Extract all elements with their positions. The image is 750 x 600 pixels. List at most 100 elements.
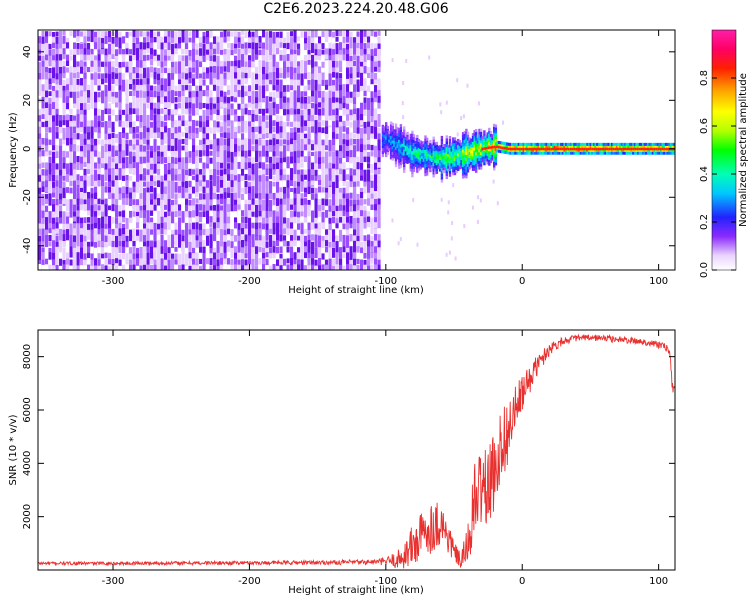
heatmap-cell xyxy=(129,247,133,257)
heatmap-cell xyxy=(62,150,66,160)
heatmap-cell xyxy=(325,54,329,60)
heatmap-cell xyxy=(283,174,287,186)
heatmap-cell xyxy=(279,145,283,154)
heatmap-cell xyxy=(318,240,322,250)
heatmap-cell xyxy=(111,43,115,52)
heatmap-cell xyxy=(111,162,115,171)
heatmap-cell xyxy=(129,42,133,55)
heatmap-cell xyxy=(174,109,178,119)
heatmap-cell xyxy=(48,252,52,264)
heatmap-cell xyxy=(115,199,119,204)
heatmap-cell xyxy=(279,187,283,193)
heatmap-cell xyxy=(101,186,105,196)
signal-cell xyxy=(414,137,417,141)
signal-cell xyxy=(409,159,412,163)
heatmap-cell xyxy=(300,103,304,109)
heatmap-cell xyxy=(230,235,234,246)
signal-cell xyxy=(381,130,385,134)
heatmap-cell xyxy=(311,96,315,103)
signal-cell xyxy=(553,145,556,149)
heatmap-cell xyxy=(276,169,280,181)
heatmap-cell xyxy=(342,175,346,183)
signal-cell xyxy=(409,165,412,169)
heatmap-cell xyxy=(129,187,133,194)
heatmap-cell xyxy=(307,49,311,58)
heatmap-cell xyxy=(52,55,56,63)
heatmap-cell xyxy=(251,139,255,145)
heatmap-cell xyxy=(244,150,248,161)
heatmap-cell xyxy=(48,198,52,206)
signal-cell xyxy=(563,145,566,149)
signal-cell xyxy=(417,147,421,151)
heatmap-cell xyxy=(283,67,287,75)
signal-cell xyxy=(386,125,389,129)
heatmap-cell xyxy=(45,187,49,193)
heatmap-cell xyxy=(283,109,287,122)
heatmap-cell xyxy=(230,66,234,76)
signal-cell xyxy=(458,145,462,149)
signal-cell xyxy=(463,168,466,172)
heatmap-cell xyxy=(132,96,136,109)
heatmap-cell xyxy=(160,61,164,71)
heatmap-cell xyxy=(314,223,318,233)
heatmap-cell xyxy=(48,139,52,147)
signal-cell xyxy=(437,163,440,167)
heatmap-cell xyxy=(41,228,45,236)
heatmap-cell xyxy=(276,246,280,258)
heatmap-cell xyxy=(234,60,238,67)
heatmap-cell xyxy=(349,187,353,193)
signal-cell xyxy=(430,161,434,165)
heatmap-cell xyxy=(325,102,329,116)
heatmap-cell xyxy=(265,115,269,121)
signal-cell xyxy=(383,149,386,153)
signal-cell xyxy=(455,143,458,147)
heatmap-cell xyxy=(300,120,304,131)
heatmap-cell xyxy=(276,144,280,153)
heatmap-cell xyxy=(167,120,171,128)
heatmap-cell xyxy=(230,133,234,140)
heatmap-cell xyxy=(195,73,199,84)
heatmap-cell xyxy=(297,174,301,186)
signal-cell xyxy=(465,155,468,158)
heatmap-cell xyxy=(174,181,178,192)
heatmap-cell xyxy=(237,133,241,143)
heatmap-cell xyxy=(251,222,255,230)
signal-cell xyxy=(493,132,496,136)
heatmap-cell xyxy=(122,217,126,223)
heatmap-cell xyxy=(171,114,175,125)
signal-cell xyxy=(416,140,419,144)
heatmap-cell xyxy=(363,217,367,227)
heatmap-cell xyxy=(300,186,304,192)
signal-cell xyxy=(494,142,498,146)
heatmap-cell xyxy=(363,264,367,270)
heatmap-cell xyxy=(122,102,126,111)
heatmap-cell xyxy=(122,43,126,50)
heatmap-cell xyxy=(38,216,42,229)
heatmap-cell xyxy=(153,210,157,224)
signal-cell xyxy=(524,151,527,155)
heatmap-cell xyxy=(45,252,49,264)
heatmap-cell xyxy=(139,122,143,132)
heatmap-cell xyxy=(146,42,150,51)
signal-cell xyxy=(491,140,494,144)
signal-cell xyxy=(566,145,570,149)
heatmap-cell xyxy=(311,132,315,143)
heatmap-cell xyxy=(118,193,122,206)
heatmap-cell xyxy=(136,156,140,165)
signal-cell xyxy=(501,150,504,154)
heatmap-cell xyxy=(111,138,115,145)
heatmap-cell xyxy=(363,246,367,257)
heatmap-cell xyxy=(115,91,119,99)
heatmap-cell xyxy=(251,42,255,54)
heatmap-cell xyxy=(209,199,213,209)
signal-cell xyxy=(532,142,535,146)
signal-cell xyxy=(427,141,430,145)
heatmap-cell xyxy=(139,60,143,68)
heatmap-cell xyxy=(181,42,185,52)
heatmap-cell xyxy=(132,168,136,180)
signal-cell xyxy=(468,163,471,167)
heatmap-cell xyxy=(178,73,182,81)
heatmap-cell xyxy=(258,181,262,187)
heatmap-cell xyxy=(62,157,66,166)
heatmap-cell xyxy=(349,132,353,140)
